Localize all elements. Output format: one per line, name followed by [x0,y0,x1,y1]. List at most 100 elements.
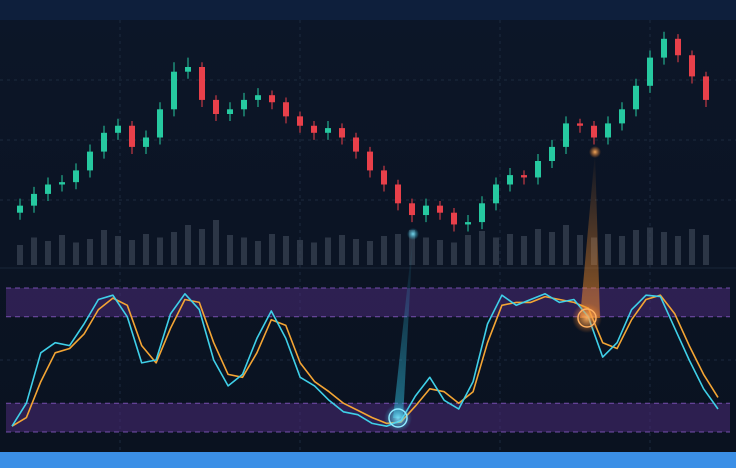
top-bar [0,0,736,20]
candle-body [241,99,247,110]
signal-ring [388,408,408,428]
volume-bar [115,236,121,265]
candle-body [423,205,429,216]
candle-body [647,57,653,86]
volume-bar [297,240,303,265]
volume-bar [437,240,443,265]
volume-bar [689,229,695,265]
volume-bar [73,242,79,265]
candle-body [675,38,681,56]
volume-bar [479,231,485,265]
signal-beam [393,235,413,418]
volume-bar [647,227,653,265]
candle-body [31,193,37,206]
volume-bar [143,234,149,265]
candle-body [605,123,611,138]
volume-bar [311,242,317,265]
volume-bar [241,237,247,265]
band [6,288,730,317]
signal-ring [577,308,597,328]
volume-bar [465,235,471,265]
volume-bar [87,239,93,265]
candle-body [367,151,373,171]
candle-body [73,170,79,183]
volume-bar [549,232,555,265]
candle-body [521,175,527,178]
candle-body [493,184,499,204]
candle-body [199,67,205,100]
candle-body [143,137,149,147]
candle-body [283,102,289,117]
candle-body [87,151,93,171]
volume-bar [633,230,639,265]
volume-bar [31,237,37,265]
candle-body [311,125,317,133]
volume-bar [199,229,205,265]
volume-bar [661,232,667,265]
candle-body [703,76,709,100]
volume-bar [283,236,289,265]
candle-body [395,184,401,204]
candle-body [591,125,597,138]
volume-bar [619,236,625,265]
volume-bar [325,237,331,265]
candle-body [255,95,261,100]
candle-body [171,71,177,110]
volume-bar [185,225,191,265]
candle-body [227,109,233,114]
candle-body [339,128,345,138]
volume-bar [213,220,219,265]
candle-body [381,170,387,185]
candle-body [507,175,513,185]
candle-body [563,123,569,147]
volume-bar [17,245,23,265]
candle-body [353,137,359,152]
candle-body [115,125,121,133]
volume-bar [157,237,163,265]
volume-bar [605,234,611,265]
volume-bar [339,235,345,265]
volume-bar [507,234,513,265]
candle-body [661,38,667,58]
candle-body [297,116,303,126]
oscillator-line [11,294,719,427]
volume-bar [255,241,261,265]
candle-body [325,128,331,133]
band [6,403,730,432]
candle-body [633,85,639,110]
candle-body [437,205,443,213]
candle-body [577,123,583,126]
volume-bar [45,241,51,265]
candle-body [17,205,23,213]
volume-bar [227,235,233,265]
volume-bar [353,239,359,265]
signal-beam [580,152,600,318]
signal-glow [572,303,602,333]
volume-bar [395,234,401,265]
volume-bar [129,240,135,265]
volume-bar [59,235,65,265]
bottom-bar [0,452,736,468]
volume-bar [521,236,527,265]
candle-body [465,222,471,225]
signal-glow [384,404,412,432]
candle-body [479,203,485,223]
candle-body [157,109,163,138]
candle-body [409,203,415,216]
candle-body [535,161,541,178]
candle-body [213,99,219,114]
volume-bar [563,225,569,265]
volume-bar [381,236,387,265]
candle-body [101,132,107,152]
volume-bar [171,232,177,265]
candle-body [185,67,191,72]
signal-glow [589,146,601,158]
candle-body [451,212,457,225]
signal-glow [407,228,419,240]
volume-bar [367,241,373,265]
candle-body [59,182,65,185]
volume-bar [535,229,541,265]
